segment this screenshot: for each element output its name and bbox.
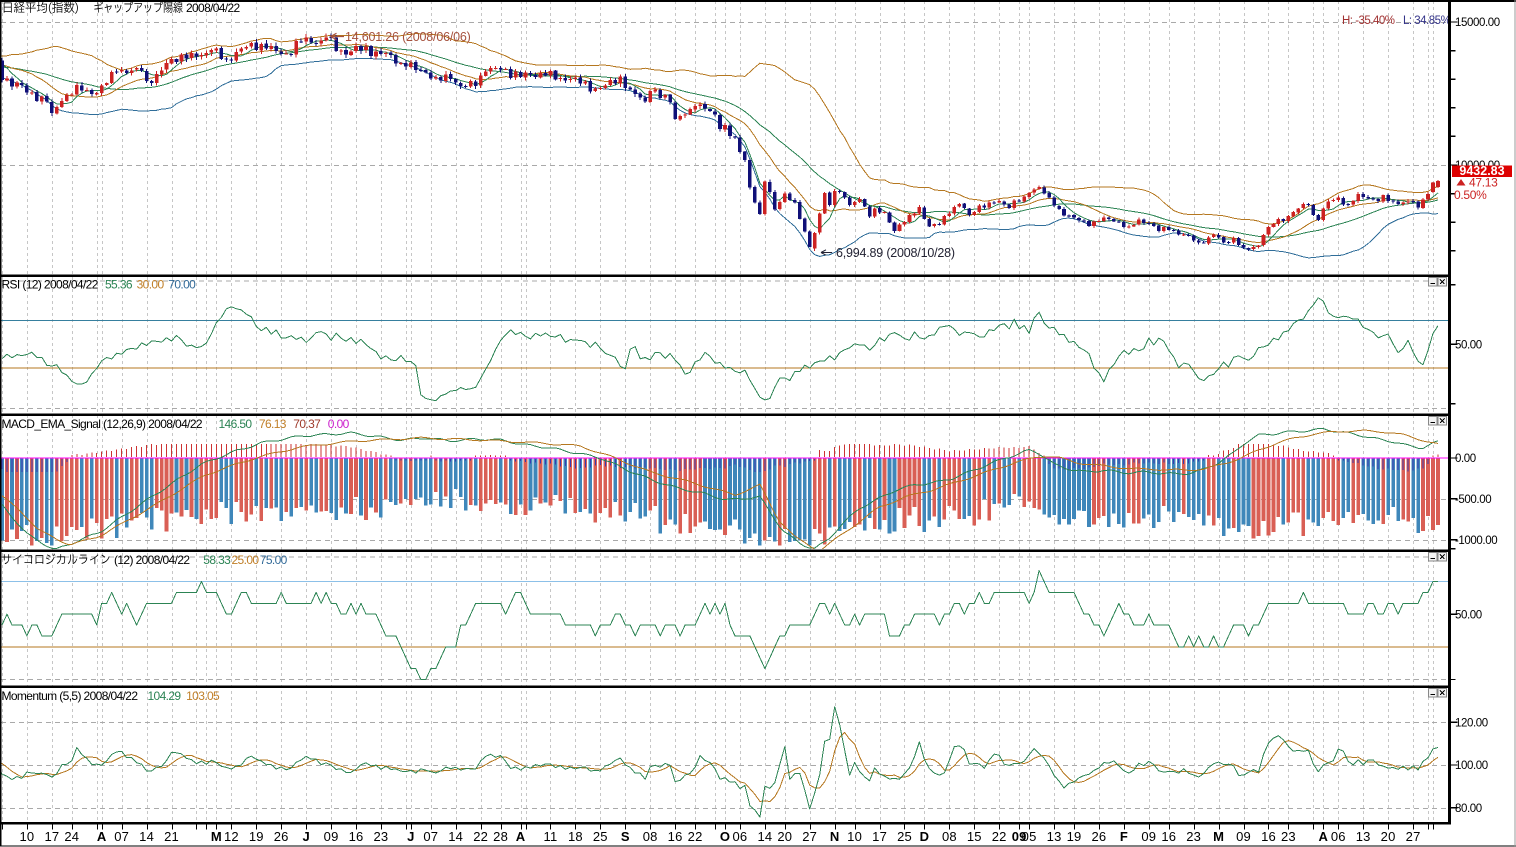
svg-text:19: 19 (249, 829, 264, 844)
svg-text:-500.00: -500.00 (1455, 494, 1491, 506)
svg-text:A: A (97, 829, 107, 844)
svg-text:14: 14 (448, 829, 463, 844)
svg-text:15: 15 (967, 829, 982, 844)
svg-text:18: 18 (568, 829, 583, 844)
svg-text:0.00: 0.00 (328, 417, 350, 431)
svg-text:13: 13 (1047, 829, 1062, 844)
svg-text:80.00: 80.00 (1455, 803, 1482, 815)
svg-text:14: 14 (757, 829, 772, 844)
svg-text:N: N (830, 829, 840, 844)
svg-text:50.00: 50.00 (1455, 340, 1482, 352)
svg-text:20: 20 (777, 829, 792, 844)
svg-text:30.00: 30.00 (137, 278, 165, 292)
svg-text:06: 06 (732, 829, 747, 844)
svg-text:16: 16 (668, 829, 683, 844)
svg-text:RSI (12) 2008/04/22: RSI (12) 2008/04/22 (2, 278, 99, 292)
svg-text:28: 28 (493, 829, 508, 844)
svg-text:103.05: 103.05 (186, 689, 220, 703)
svg-text:09: 09 (1141, 829, 1156, 844)
svg-text:-1000.00: -1000.00 (1455, 535, 1497, 547)
svg-text:26: 26 (1091, 829, 1106, 844)
svg-text:55.36: 55.36 (105, 278, 133, 292)
svg-text:58.33: 58.33 (203, 553, 231, 567)
svg-text:23: 23 (373, 829, 388, 844)
svg-text:23: 23 (1186, 829, 1201, 844)
svg-text:A: A (516, 829, 526, 844)
svg-text:70.00: 70.00 (168, 278, 196, 292)
svg-text:26: 26 (274, 829, 289, 844)
svg-text:10: 10 (19, 829, 34, 844)
svg-text:27: 27 (1406, 829, 1421, 844)
svg-text:22: 22 (473, 829, 488, 844)
svg-text:(12) 2008/04/22: (12) 2008/04/22 (114, 553, 190, 567)
svg-text:9432.83: 9432.83 (1459, 164, 1504, 178)
svg-text:10: 10 (847, 829, 862, 844)
svg-text:05: 05 (1022, 829, 1037, 844)
svg-text:146.50: 146.50 (219, 417, 253, 431)
svg-text:50.00: 50.00 (1455, 609, 1482, 621)
svg-text:06: 06 (1331, 829, 1346, 844)
svg-text:A: A (1319, 829, 1329, 844)
svg-text:22: 22 (688, 829, 703, 844)
svg-text:20: 20 (1381, 829, 1396, 844)
svg-text:15000.00: 15000.00 (1455, 17, 1500, 29)
svg-text:07: 07 (114, 829, 129, 844)
svg-text:25: 25 (897, 829, 912, 844)
svg-text:19: 19 (1067, 829, 1082, 844)
svg-text:09: 09 (1236, 829, 1251, 844)
svg-text:100.00: 100.00 (1455, 760, 1488, 772)
svg-text:2008/04/22: 2008/04/22 (186, 1, 241, 15)
svg-text:09: 09 (324, 829, 339, 844)
svg-text:27: 27 (802, 829, 817, 844)
svg-text:F: F (1120, 829, 1128, 844)
svg-text:M: M (1213, 829, 1224, 844)
svg-text:0.50%: 0.50% (1454, 188, 1487, 202)
svg-text:14: 14 (139, 829, 154, 844)
svg-text:25: 25 (593, 829, 608, 844)
svg-text:47.13: 47.13 (1469, 176, 1498, 190)
svg-text:H: -35.40%: H: -35.40% (1342, 15, 1395, 27)
svg-text:23: 23 (1281, 829, 1296, 844)
svg-text:M: M (211, 829, 222, 844)
svg-text:76.13: 76.13 (259, 417, 287, 431)
svg-text:08: 08 (942, 829, 957, 844)
svg-text:12: 12 (224, 829, 239, 844)
svg-text:13: 13 (1356, 829, 1371, 844)
svg-text:16: 16 (1161, 829, 1176, 844)
svg-text:104.29: 104.29 (148, 689, 182, 703)
svg-text:J: J (407, 829, 414, 844)
svg-text:J: J (302, 829, 309, 844)
svg-text:16: 16 (1261, 829, 1276, 844)
svg-text:17: 17 (44, 829, 59, 844)
svg-text:70.37: 70.37 (293, 417, 321, 431)
svg-text:11: 11 (544, 829, 558, 844)
svg-text:120.00: 120.00 (1455, 718, 1488, 730)
svg-text:D: D (920, 829, 930, 844)
svg-text:24: 24 (64, 829, 79, 844)
svg-text:0.00: 0.00 (1455, 453, 1476, 465)
svg-text:21: 21 (164, 829, 179, 844)
svg-text:MACD_EMA_Signal (12,26,9) 2008: MACD_EMA_Signal (12,26,9) 2008/04/22 (2, 417, 203, 431)
svg-text:6,994.89 (2008/10/28): 6,994.89 (2008/10/28) (836, 246, 955, 260)
svg-text:08: 08 (643, 829, 658, 844)
svg-text:75.00: 75.00 (260, 553, 288, 567)
svg-text:17: 17 (872, 829, 887, 844)
svg-text:07: 07 (423, 829, 438, 844)
svg-text:16: 16 (349, 829, 364, 844)
svg-text:S: S (621, 829, 630, 844)
svg-text:22: 22 (992, 829, 1007, 844)
svg-text:O: O (720, 829, 730, 844)
svg-text:09: 09 (1012, 829, 1027, 844)
svg-text:14,601.26 (2008/06/06): 14,601.26 (2008/06/06) (345, 30, 471, 44)
svg-text:L: 34.85%: L: 34.85% (1403, 15, 1451, 27)
svg-text:Momentum (5,5) 2008/04/22: Momentum (5,5) 2008/04/22 (2, 689, 139, 703)
svg-text:25.00: 25.00 (232, 553, 260, 567)
